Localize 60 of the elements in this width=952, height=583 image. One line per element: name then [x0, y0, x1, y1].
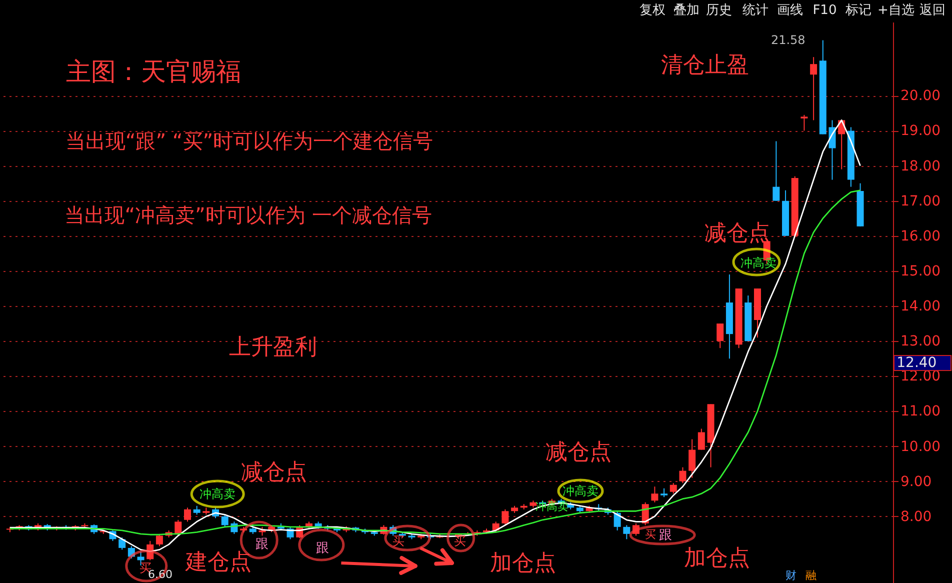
text: 标记 — [844, 3, 872, 18]
y-tick-label: 15.00 — [900, 263, 941, 280]
annotation: 冲高卖 — [200, 487, 236, 501]
annotation: 清仓止盈 — [661, 53, 750, 78]
annotation: 上升盈利 — [228, 335, 317, 360]
text: F10 — [812, 3, 837, 18]
annotation: 融 — [805, 569, 816, 582]
annotation: 当出现“跟” “买”时可以作为一个建仓信号 — [65, 129, 434, 153]
y-tick-label: 14.00 — [900, 298, 941, 315]
candlestick — [679, 466, 686, 484]
annotation: 买 — [392, 534, 405, 548]
candlestick — [810, 56, 818, 121]
candlestick — [698, 428, 705, 450]
annotation: 21.58 — [770, 33, 806, 47]
annotation: 加仓点 — [684, 546, 750, 571]
candlestick — [118, 536, 126, 550]
candlestick — [800, 114, 808, 132]
candlestick — [221, 514, 228, 528]
y-tick-label: 8.00 — [900, 508, 932, 525]
candlestick — [623, 524, 630, 540]
candlestick — [772, 140, 780, 202]
text: 主图：天官赐福 — [66, 57, 241, 86]
annotation: 加仓点 — [490, 551, 556, 576]
annotation: 冲高卖 — [740, 256, 776, 270]
y-tick-label: 10.00 — [900, 438, 941, 455]
y-tick-label: 9.00 — [900, 474, 932, 490]
candlestick — [670, 482, 677, 494]
text: 复权 — [640, 3, 666, 18]
text: 画线 — [777, 3, 804, 18]
annotation: 减仓点 — [704, 221, 771, 246]
text: 叠加 — [673, 3, 700, 18]
annotation: 财 — [786, 569, 797, 582]
y-tick-label: 16.00 — [900, 228, 941, 244]
annotation: 跟 — [659, 528, 672, 543]
y-tick-label: 11.00 — [900, 404, 941, 420]
annotation: 减仓点 — [240, 460, 307, 485]
y-tick-label: 17.00 — [900, 193, 941, 210]
text: +自选 — [877, 3, 914, 18]
candlestick — [502, 508, 509, 526]
annotation: 买 — [454, 534, 466, 548]
annotation: 跟 — [316, 541, 329, 556]
y-tick-label: 13.00 — [900, 334, 941, 350]
annotation: 跟 — [256, 537, 269, 552]
y-tick-label: 19.00 — [900, 123, 941, 140]
text: 返回 — [919, 3, 946, 18]
y-tick-label: 20.00 — [900, 88, 941, 104]
text: 统计 — [742, 3, 768, 18]
candlestick — [174, 519, 182, 536]
text: 历史 — [706, 3, 732, 18]
annotation: 买 — [645, 528, 656, 541]
y-tick-label: 18.00 — [900, 158, 941, 174]
annotation: 减仓点 — [546, 440, 612, 465]
candlestick — [651, 486, 658, 503]
candlestick — [184, 507, 191, 522]
annotation: 冲高卖 — [562, 484, 598, 498]
candlestick — [688, 438, 696, 478]
text: 12.40 — [896, 355, 937, 371]
annotation: 建仓点 — [184, 550, 252, 575]
candlestick — [716, 323, 724, 349]
annotation: 当出现“冲高卖”时可以作为 一个减仓信号 — [64, 203, 432, 227]
